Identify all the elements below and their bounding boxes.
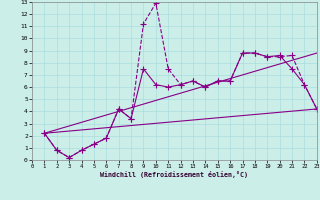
X-axis label: Windchill (Refroidissement éolien,°C): Windchill (Refroidissement éolien,°C) bbox=[100, 171, 248, 178]
